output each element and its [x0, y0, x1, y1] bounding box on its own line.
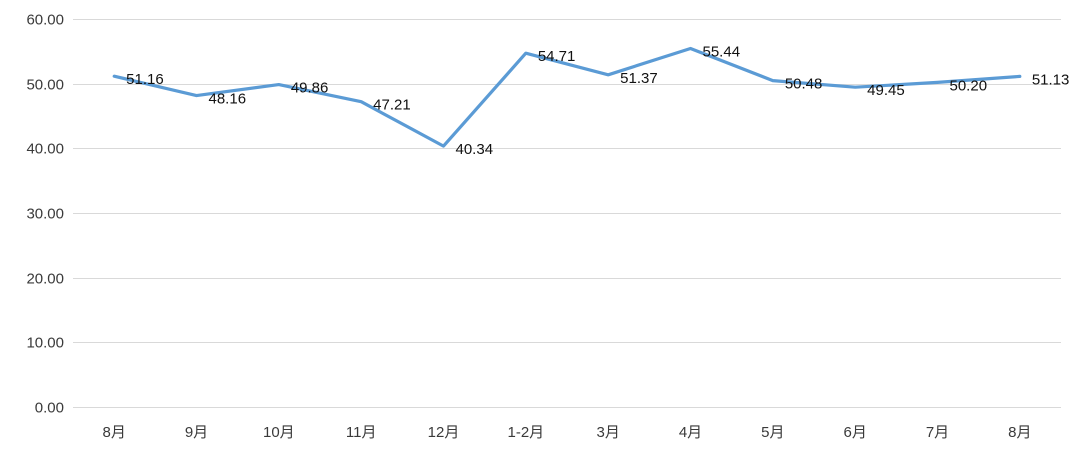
data-label: 40.34	[456, 141, 494, 158]
y-tick-label: 50.00	[26, 77, 64, 94]
data-label: 51.16	[126, 71, 164, 88]
data-label: 49.45	[867, 82, 905, 99]
y-tick-label: 40.00	[26, 141, 64, 158]
x-tick-label: 5月	[761, 424, 784, 441]
x-tick-label: 1-2月	[507, 424, 544, 441]
data-label: 48.16	[209, 91, 247, 108]
data-label: 50.48	[785, 76, 823, 93]
x-tick-label: 4月	[679, 424, 702, 441]
y-tick-label: 10.00	[26, 335, 64, 352]
x-tick-label: 8月	[102, 424, 125, 441]
x-tick-label: 9月	[185, 424, 208, 441]
y-tick-label: 30.00	[26, 206, 64, 223]
data-labels: 51.16 48.16 49.86 47.21 40.34 54.71 51.37 55.44…	[126, 43, 1069, 158]
y-tick-label: 0.00	[35, 400, 64, 417]
x-tick-label: 11月	[346, 424, 377, 441]
x-tick-label: 3月	[596, 424, 619, 441]
data-label: 49.86	[291, 80, 329, 97]
x-tick-label: 12月	[428, 424, 460, 441]
data-label: 55.44	[703, 43, 741, 60]
x-axis-tick-labels: 8月 9月 10月 11月 12月 1-2月 3月 4月 5月 6月 7月 8月	[102, 424, 1031, 441]
data-label: 51.37	[620, 70, 658, 87]
y-tick-label: 60.00	[26, 12, 64, 29]
y-tick-label: 20.00	[26, 271, 64, 288]
x-tick-label: 7月	[926, 424, 949, 441]
y-axis-tick-labels: 0.00 10.00 20.00 30.00 40.00 50.00 60.00	[26, 12, 64, 417]
data-label: 50.20	[950, 77, 988, 94]
series-layer	[112, 46, 1022, 148]
grid-layer	[73, 19, 1061, 408]
x-tick-label: 6月	[843, 424, 866, 441]
x-tick-label: 10月	[263, 424, 295, 441]
series-line	[112, 46, 1022, 148]
x-tick-label: 8月	[1008, 424, 1031, 441]
data-label: 47.21	[373, 97, 411, 114]
data-label: 51.13	[1032, 71, 1070, 88]
data-label: 54.71	[538, 48, 576, 65]
